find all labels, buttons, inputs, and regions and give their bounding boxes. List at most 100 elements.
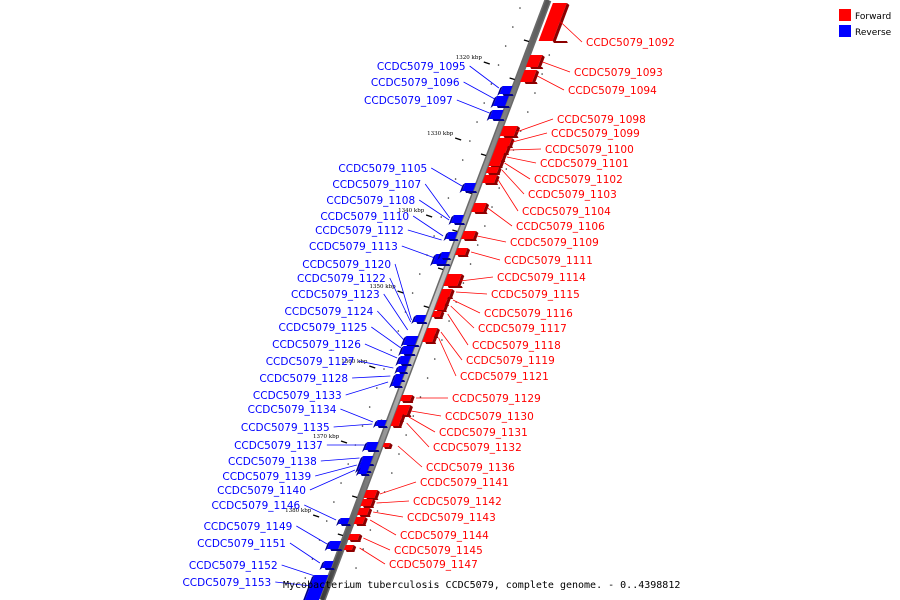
track-dash [423, 305, 429, 309]
gene-shade [509, 138, 515, 148]
gene-edge [360, 474, 370, 476]
genome-backbone [318, 0, 552, 600]
forward-gene-label: CCDC5079_1100 [545, 144, 634, 156]
gene-shade [432, 334, 438, 344]
gene-body [493, 96, 509, 106]
gene-shade [443, 303, 449, 312]
reverse-gene [303, 575, 329, 600]
gene-body [363, 490, 378, 498]
forward-leader-line [379, 481, 417, 495]
track-dot [433, 235, 435, 237]
gene-shade [406, 405, 413, 417]
reverse-leader-line [407, 229, 442, 241]
forward-leader-line [452, 299, 481, 314]
forward-gene-label: CCDC5079_1145 [394, 545, 483, 557]
reverse-gene [497, 86, 514, 96]
forward-gene [520, 70, 540, 84]
reverse-leader-line [424, 183, 451, 219]
reverse-leader-line [377, 310, 405, 341]
gene-body [327, 541, 342, 549]
track-dot [497, 64, 500, 66]
forward-gene-label: CCDC5079_1131 [439, 427, 528, 439]
tick-label: 1330 kbp [427, 131, 454, 137]
reverse-leader-line [289, 542, 321, 564]
track-dot [383, 368, 385, 370]
forward-gene-label: CCDC5079_1098 [557, 114, 646, 126]
gene-shade [552, 3, 570, 43]
reverse-leader-line [389, 277, 412, 323]
gene-body [400, 346, 415, 354]
track-dot [512, 26, 514, 28]
gene-body [450, 215, 465, 223]
reverse-gene-label: CCDC5079_1152 [189, 560, 278, 572]
forward-leader-line [501, 169, 525, 195]
forward-leader-line [359, 547, 386, 565]
reverse-leader-line [340, 408, 374, 423]
forward-gene [471, 203, 490, 214]
reverse-gene-label: CCDC5079_1125 [279, 322, 368, 334]
reverse-leader-line [383, 293, 409, 331]
reverse-leader-line [364, 343, 398, 359]
gene-edge [345, 550, 355, 552]
reverse-gene [361, 442, 380, 452]
gene-body [338, 518, 350, 524]
track-dot [325, 520, 328, 522]
forward-leader-line [447, 313, 469, 346]
forward-gene [431, 311, 445, 319]
reverse-gene-label: CCDC5079_1105 [338, 163, 427, 175]
forward-leader-line [516, 118, 554, 133]
forward-leader-line [373, 511, 404, 518]
gene-body [434, 303, 446, 310]
forward-leader-line [497, 179, 519, 212]
gene-shade [395, 356, 401, 366]
forward-gene [460, 231, 479, 241]
tick-mark [483, 61, 490, 65]
track-dash [452, 229, 458, 233]
legend-reverse-swatch [839, 25, 851, 37]
gene-body [489, 110, 504, 119]
gene-body [396, 366, 408, 372]
forward-leader-line [408, 416, 436, 433]
gene-body [360, 456, 374, 464]
reverse-gene-label: CCDC5079_1151 [197, 538, 286, 550]
reverse-gene-label: CCDC5079_1095 [377, 61, 466, 73]
gene-body [520, 70, 537, 82]
track-dot [348, 586, 350, 588]
reverse-gene [373, 420, 388, 428]
track-dot [368, 406, 371, 408]
track-dot [347, 463, 350, 465]
track-dot [462, 282, 465, 284]
gene-body [445, 232, 458, 239]
reverse-leader-line [281, 564, 316, 577]
legend-forward-swatch [839, 9, 851, 21]
tick-label: 1380 kbp [285, 508, 312, 514]
track-dot [376, 387, 378, 389]
forward-gene-label: CCDC5079_1121 [460, 371, 549, 383]
gene-shade [430, 254, 437, 266]
forward-gene-label: CCDC5079_1132 [433, 442, 522, 454]
track-dot [304, 577, 307, 579]
forward-gene [390, 420, 404, 428]
reverse-gene [319, 561, 335, 570]
gene-edge [552, 41, 568, 43]
tick-label: 1360 kbp [341, 359, 368, 365]
gene-body [485, 167, 500, 173]
reverse-gene-label: CCDC5079_1113 [309, 241, 398, 253]
forward-leader-line [369, 519, 397, 536]
gene-edge [454, 223, 466, 225]
gene-shade [319, 561, 325, 570]
reverse-gene [486, 110, 505, 121]
gene-edge [384, 447, 392, 449]
forward-leader-line [450, 305, 475, 329]
gene-labels: CCDC5079_1092 CCDC5079_1093 CCDC5079_1094 C… [182, 19, 675, 589]
track-dot [541, 73, 543, 75]
reverse-gene-label: CCDC5079_1137 [234, 440, 323, 452]
track-dot [398, 453, 400, 455]
reverse-leader-line [456, 99, 490, 114]
gene-edge [363, 506, 375, 508]
reverse-leader-line [418, 199, 450, 221]
forward-gene-label: CCDC5079_1115 [491, 289, 580, 301]
forward-leader-line [506, 156, 537, 164]
gene-body [382, 443, 391, 447]
